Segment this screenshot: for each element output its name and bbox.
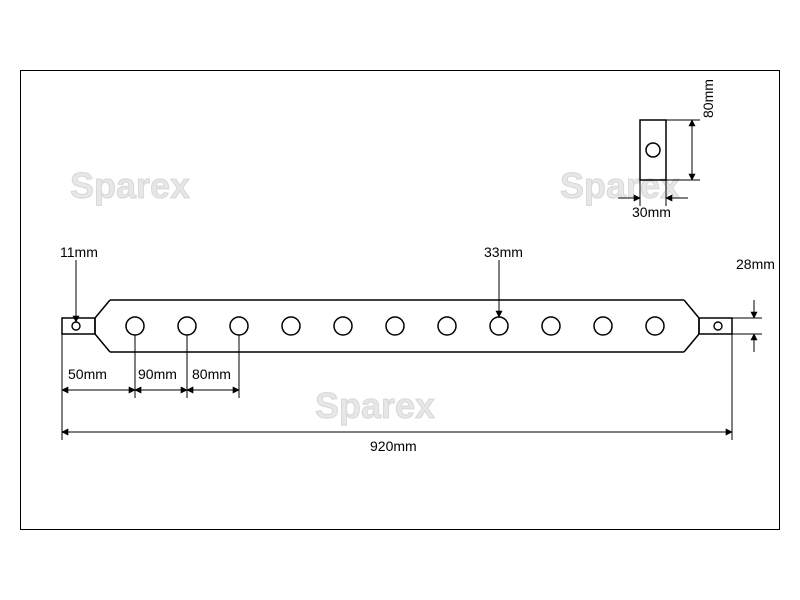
label-80mm: 80mm xyxy=(192,366,231,382)
main-holes xyxy=(126,317,664,335)
label-28mm: 28mm xyxy=(736,256,775,272)
label-11mm: 11mm xyxy=(60,244,98,260)
main-drawing xyxy=(0,0,800,600)
label-33mm: 33mm xyxy=(484,244,523,260)
dim-overall xyxy=(62,334,732,440)
section-view xyxy=(618,120,700,206)
main-bar xyxy=(62,300,732,352)
label-920mm: 920mm xyxy=(370,438,417,454)
label-80mm-section: 80mm xyxy=(700,79,716,118)
dim-28mm xyxy=(732,300,762,352)
label-50mm: 50mm xyxy=(68,366,107,382)
label-30mm-section: 30mm xyxy=(632,204,671,220)
label-90mm: 90mm xyxy=(138,366,177,382)
